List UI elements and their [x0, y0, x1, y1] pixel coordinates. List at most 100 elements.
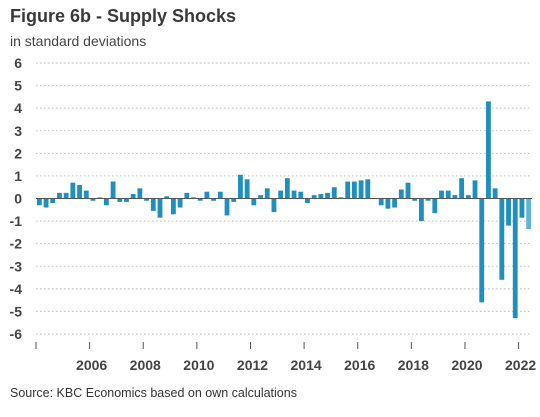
bar [63, 192, 69, 199]
bar [211, 198, 217, 201]
y-tick-label: -1 [10, 213, 23, 229]
x-tick-label: 2022 [505, 357, 536, 373]
bar [472, 180, 478, 199]
bar [432, 198, 438, 214]
x-axis-tick-labels: 2006 2008 2010 2012 2014 2016 2018 2020 2022 [76, 357, 536, 373]
source-note: Source: KBC Economics based on own calcu… [10, 386, 297, 400]
bar [278, 190, 284, 199]
bar [331, 187, 337, 199]
bar [130, 193, 136, 199]
chart-title: Figure 6b - Supply Shocks [10, 6, 237, 26]
bar [224, 198, 230, 216]
bar [231, 198, 237, 202]
bar [325, 192, 330, 199]
bar [150, 198, 156, 211]
bar [492, 188, 498, 199]
y-tick-label: 0 [14, 191, 22, 207]
bar [197, 198, 203, 201]
y-tick-label: 1 [14, 168, 22, 184]
bar [97, 197, 103, 199]
bar [184, 192, 190, 199]
bar [70, 182, 76, 199]
bar [90, 198, 96, 201]
bar [117, 198, 123, 202]
bar [452, 195, 458, 199]
bar [405, 182, 411, 199]
y-axis-tick-labels: 6 5 4 3 2 1 0 -1 -2 -3 -4 -5 -6 [10, 55, 23, 342]
bar [358, 180, 364, 199]
bar [170, 198, 176, 215]
y-tick-label: -4 [10, 281, 23, 297]
x-tick-label: 2012 [237, 357, 268, 373]
x-tick-label: 2008 [130, 357, 161, 373]
bar [164, 196, 170, 199]
bar [385, 198, 391, 209]
bar [392, 198, 398, 208]
bar [486, 101, 491, 199]
bar [365, 179, 371, 199]
y-tick-label: -5 [10, 303, 23, 319]
bar [479, 198, 485, 303]
grid-lines [36, 62, 532, 335]
bar [418, 198, 424, 222]
bar [351, 181, 357, 199]
x-tick-label: 2020 [451, 357, 482, 373]
bar [298, 191, 304, 199]
bar [465, 195, 471, 199]
bar [284, 178, 290, 199]
bar [506, 198, 511, 226]
bar [244, 179, 250, 199]
bar [258, 195, 263, 199]
bar [251, 198, 257, 206]
bar [318, 193, 324, 199]
bar [425, 198, 431, 201]
bar [338, 197, 344, 199]
bar [110, 181, 116, 199]
bar [124, 198, 129, 202]
bars [36, 101, 532, 319]
bar [439, 190, 444, 199]
y-tick-label: -3 [10, 258, 23, 274]
bar [191, 197, 196, 199]
bar [378, 198, 384, 206]
bar [512, 198, 518, 319]
bar [238, 174, 243, 199]
chart-subtitle: in standard deviations [10, 33, 147, 49]
y-tick-label: -2 [10, 236, 23, 252]
x-axis [35, 198, 532, 349]
y-tick-label: 6 [14, 55, 22, 71]
bar [177, 198, 183, 208]
bar [50, 198, 56, 204]
bar [291, 190, 297, 199]
x-tick-label: 2014 [291, 357, 322, 373]
bar [83, 190, 89, 199]
bar [77, 184, 82, 199]
y-tick-label: 4 [14, 100, 22, 116]
bar [264, 188, 270, 199]
x-tick-label: 2016 [344, 357, 375, 373]
bar [217, 191, 223, 199]
bar [271, 198, 277, 213]
bar [311, 195, 317, 199]
bar [57, 192, 62, 199]
bar [499, 198, 505, 280]
bar [137, 188, 143, 199]
bar [519, 198, 525, 218]
bar [144, 198, 150, 201]
x-tick-label: 2006 [76, 357, 107, 373]
bar [43, 198, 49, 208]
bar [36, 198, 42, 206]
bar [412, 198, 418, 201]
bar [445, 190, 451, 199]
x-tick-label: 2018 [398, 357, 429, 373]
y-tick-label: 3 [14, 123, 22, 139]
y-tick-label: 5 [14, 78, 22, 94]
bar [305, 198, 310, 204]
bar [157, 198, 163, 218]
x-tick-label: 2010 [183, 357, 214, 373]
bar [103, 198, 109, 206]
y-tick-label: -6 [10, 326, 23, 342]
bar [459, 178, 465, 199]
bar [526, 198, 532, 229]
